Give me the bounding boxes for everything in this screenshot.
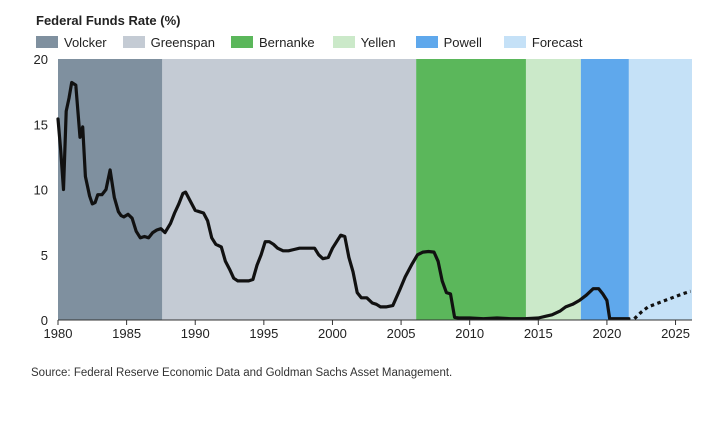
chart-title: Federal Funds Rate (%) bbox=[36, 13, 181, 28]
y-tick-label-5: 5 bbox=[41, 248, 48, 263]
x-tick-label-2025: 2025 bbox=[661, 326, 690, 341]
era-band-volcker bbox=[58, 59, 163, 320]
era-band-bernanke bbox=[416, 59, 526, 320]
forecast-line bbox=[633, 289, 692, 320]
legend-swatch-forecast bbox=[503, 36, 526, 48]
x-tick-label-2020: 2020 bbox=[592, 326, 621, 341]
legend-swatch-powell bbox=[415, 36, 438, 48]
legend-swatch-bernanke bbox=[230, 36, 253, 48]
legend-swatch-volcker bbox=[36, 36, 58, 48]
legend-swatch-yellen bbox=[332, 36, 355, 48]
legend-item-volcker: Volcker bbox=[36, 35, 107, 50]
source-note: Source: Federal Reserve Economic Data an… bbox=[31, 367, 453, 379]
legend-label-greenspan: Greenspan bbox=[150, 34, 215, 50]
y-tick-label-0: 0 bbox=[41, 313, 48, 328]
x-tick-label-2010: 2010 bbox=[455, 326, 484, 341]
legend: Volcker Greenspan Bernanke Yellen Powell Fore… bbox=[36, 34, 582, 50]
legend-item-powell: Powell bbox=[415, 34, 482, 50]
legend-item-yellen: Yellen bbox=[332, 34, 396, 50]
x-tick-label-2000: 2000 bbox=[318, 326, 347, 341]
legend-item-bernanke: Bernanke bbox=[230, 34, 315, 50]
era-band-yellen bbox=[525, 59, 581, 320]
x-tick-label-1980: 1980 bbox=[44, 326, 73, 341]
rate-line bbox=[56, 80, 631, 321]
y-tick-label-15: 15 bbox=[34, 117, 48, 132]
x-tick-label-2015: 2015 bbox=[524, 326, 553, 341]
era-band-greenspan bbox=[162, 59, 417, 320]
y-tick-label-20: 20 bbox=[34, 52, 48, 67]
era-band-forecast bbox=[628, 59, 692, 320]
x-tick-label-1995: 1995 bbox=[249, 326, 278, 341]
legend-item-forecast: Forecast bbox=[503, 34, 583, 50]
legend-item-greenspan: Greenspan bbox=[122, 34, 215, 50]
y-tick-label-10: 10 bbox=[34, 183, 48, 198]
x-tick-label-1985: 1985 bbox=[112, 326, 141, 341]
legend-label-powell: Powell bbox=[443, 34, 482, 50]
era-band-powell bbox=[580, 59, 629, 320]
legend-label-forecast: Forecast bbox=[531, 34, 583, 50]
x-tick-label-1990: 1990 bbox=[181, 326, 210, 341]
x-tick-label-2005: 2005 bbox=[387, 326, 416, 341]
legend-label-bernanke: Bernanke bbox=[258, 34, 315, 50]
legend-label-volcker: Volcker bbox=[64, 34, 107, 50]
legend-label-yellen: Yellen bbox=[360, 34, 396, 50]
legend-swatch-greenspan bbox=[122, 36, 145, 48]
